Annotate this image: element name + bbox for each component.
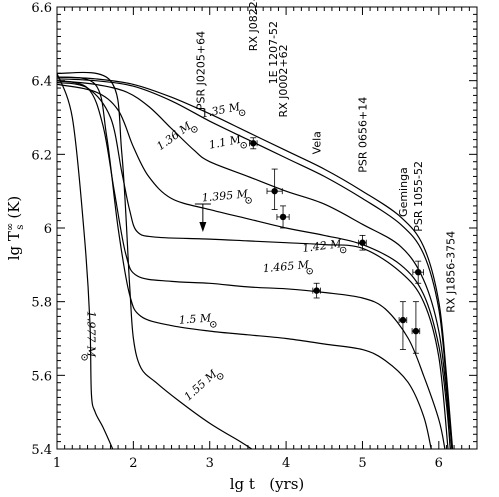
series-label-8: 1.977 M — [85, 311, 98, 358]
observation-label-0: PSR J0205+64 — [195, 31, 208, 110]
series-label-6: 1.5 M — [178, 311, 212, 326]
x-axis-title: lg t (yrs) — [230, 475, 305, 493]
axis-ticks — [56, 6, 478, 450]
y-tick-label: 6.4 — [31, 75, 52, 90]
sun-symbol — [238, 109, 246, 116]
x-tick-label: 4 — [282, 456, 290, 471]
cooling-curve-6 — [57, 76, 432, 449]
y-axis-title-unit: (K) — [5, 196, 23, 219]
x-tick-label: 3 — [206, 456, 214, 471]
sun-symbol — [217, 373, 224, 380]
cooling-curve-8 — [57, 73, 114, 449]
observation-label-5: PSR 0656+14 — [356, 97, 369, 173]
y-tick-label: 6 — [44, 222, 52, 237]
cooling-curve-4 — [57, 81, 449, 449]
sun-symbol — [245, 197, 252, 204]
observation-6 — [398, 301, 408, 350]
observation-points — [194, 137, 424, 354]
series-label-3: 1.395 M — [201, 187, 249, 204]
y-axis-title-sup: ∞ — [5, 223, 16, 231]
series-label-5: 1.465 M — [262, 258, 310, 275]
cooling-curve-2 — [57, 80, 451, 449]
y-tick-label: 5.6 — [31, 369, 52, 384]
observation-label-6: Geminga — [397, 167, 410, 217]
y-axis-title-main: lg T — [5, 231, 23, 260]
series-label-1: 1.1 M — [208, 133, 243, 152]
y-axis-title-sub: s — [15, 225, 26, 230]
tick-labels: 1 2 3 4 5 6 5.4 5.6 5.8 6 6.2 6.4 6.6 — [31, 1, 443, 471]
x-tick-label: 2 — [129, 456, 137, 471]
x-tick-label: 1 — [53, 456, 61, 471]
cooling-curve-1 — [57, 78, 453, 449]
observation-label-7: PSR 1055-52 — [412, 161, 425, 232]
series-label-4: 1.42 M — [302, 237, 343, 255]
cooling-curves — [57, 71, 454, 449]
observation-3 — [276, 205, 290, 229]
y-tick-label: 6.6 — [31, 1, 52, 16]
observation-8 — [411, 301, 421, 354]
observation-2 — [266, 168, 283, 210]
observation-label-3: RX J0002+62 — [277, 44, 290, 117]
cooling-curve-3 — [57, 83, 451, 449]
observation-label-4: Vela — [311, 131, 324, 154]
observation-label-2: 1E 1207-52 — [267, 21, 280, 84]
y-tick-label: 5.8 — [31, 296, 52, 311]
cooling-curve-7 — [57, 71, 253, 449]
observation-0 — [194, 203, 211, 232]
series-label-2: 1.36 M — [154, 119, 194, 153]
sun-symbol — [306, 267, 313, 275]
observation-label-1: RX J0822-43 — [247, 0, 260, 51]
observation-4 — [312, 282, 321, 299]
x-tick-label: 6 — [435, 456, 443, 471]
y-axis-title: lg T∞s (K) — [5, 196, 26, 261]
sun-symbol — [210, 321, 217, 328]
observation-7 — [412, 260, 424, 284]
observation-label-8: RX J1856-3754 — [444, 231, 457, 313]
x-tick-label: 5 — [358, 456, 366, 471]
cooling-curve-0 — [57, 76, 454, 449]
sun-symbol — [339, 246, 347, 254]
sun-symbol — [191, 126, 198, 133]
observation-5 — [358, 234, 367, 251]
y-tick-label: 5.4 — [31, 443, 52, 458]
y-tick-label: 6.2 — [31, 148, 52, 163]
series-label-7: 1.55 M — [182, 367, 220, 403]
observation-1 — [249, 137, 258, 150]
sun-symbol — [81, 354, 88, 361]
sun-symbol — [240, 142, 247, 149]
